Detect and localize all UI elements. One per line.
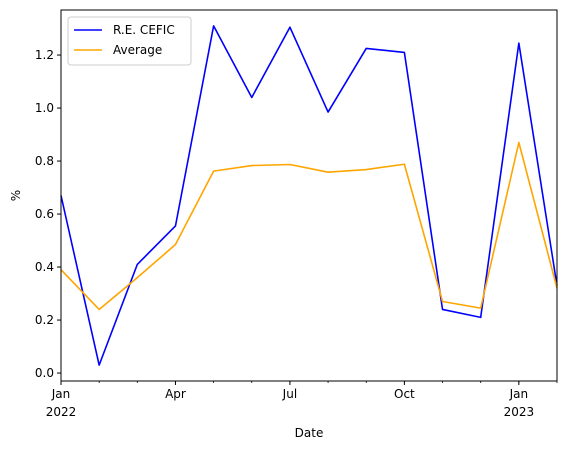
x-tick-label: Oct [394, 387, 415, 401]
y-axis: 0.0 0.2 0.4 0.6 0.8 1.0 1.2 [35, 48, 61, 380]
legend: R.E. CEFIC Average [67, 16, 192, 66]
y-tick-label: 0.8 [35, 154, 54, 168]
y-tick-label: 1.2 [35, 48, 54, 62]
y-tick-label: 1.0 [35, 101, 54, 115]
y-tick-label: 0.6 [35, 207, 54, 221]
legend-label: Average [113, 43, 162, 57]
series-layer [60, 25, 558, 366]
y-tick-label: 0.0 [35, 366, 54, 380]
legend-box [67, 16, 192, 66]
x-axis: Jan 2022 Apr Jul Oct Jan 2023 [46, 381, 558, 419]
x-tick-year-label: 2022 [46, 405, 77, 419]
y-tick-label: 0.2 [35, 313, 54, 327]
x-tick-year-label: 2023 [504, 405, 535, 419]
x-tick-label: Jul [282, 387, 297, 401]
y-axis-label: % [9, 190, 23, 201]
x-tick-label: Jan [51, 387, 71, 401]
x-tick-label: Jan [509, 387, 529, 401]
x-axis-label: Date [295, 426, 324, 440]
legend-label: R.E. CEFIC [113, 23, 175, 37]
series-line-0 [60, 25, 558, 366]
plot-frame [60, 9, 558, 382]
x-tick-label: Apr [165, 387, 186, 401]
y-tick-label: 0.4 [35, 260, 54, 274]
series-line-1 [60, 141, 558, 311]
